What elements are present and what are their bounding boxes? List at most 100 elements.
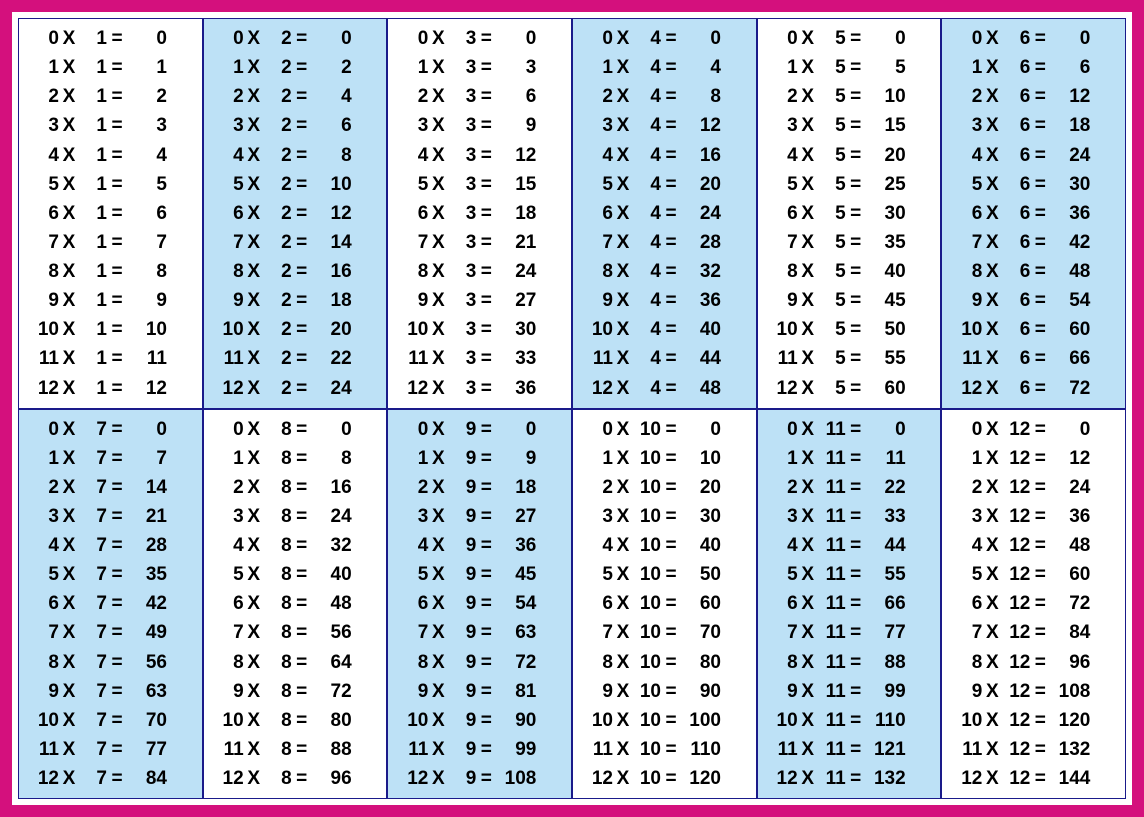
equals-symbol: =: [292, 116, 312, 135]
equals-symbol: =: [846, 204, 866, 223]
equals-symbol: =: [846, 711, 866, 730]
equals-symbol: =: [846, 536, 866, 555]
product: 40: [681, 320, 721, 339]
multiplier: 8: [264, 420, 292, 439]
product: 12: [1050, 449, 1090, 468]
multiplier: 3: [448, 291, 476, 310]
multiplicand: 4: [772, 146, 798, 165]
equals-symbol: =: [107, 320, 127, 339]
equals-symbol: =: [661, 291, 681, 310]
equation-row: 11X3=33: [402, 349, 563, 368]
equals-symbol: =: [846, 682, 866, 701]
product: 3: [496, 58, 536, 77]
equation-row: 10X7=70: [33, 711, 194, 730]
product: 84: [127, 769, 167, 788]
multiplier: 10: [633, 420, 661, 439]
product: 0: [866, 420, 906, 439]
product: 54: [1050, 291, 1090, 310]
multiplier: 9: [448, 478, 476, 497]
times-symbol: X: [244, 653, 264, 672]
multiplicand: 11: [956, 349, 982, 368]
multiplier: 9: [448, 711, 476, 730]
multiplier: 12: [1002, 536, 1030, 555]
equation-row: 2X5=10: [772, 87, 933, 106]
product: 6: [127, 204, 167, 223]
times-symbol: X: [798, 623, 818, 642]
multiplicand: 0: [772, 420, 798, 439]
multiplier: 8: [264, 653, 292, 672]
equation-row: 10X8=80: [218, 711, 379, 730]
times-symbol: X: [982, 507, 1002, 526]
multiplier: 10: [633, 478, 661, 497]
multiplicand: 12: [218, 379, 244, 398]
multiplier: 9: [448, 623, 476, 642]
times-symbol: X: [428, 653, 448, 672]
multiplier: 2: [264, 320, 292, 339]
multiplier: 12: [1002, 711, 1030, 730]
multiplicand: 0: [772, 29, 798, 48]
equation-row: 10X6=60: [956, 320, 1117, 339]
product: 45: [496, 565, 536, 584]
multiplier: 11: [818, 623, 846, 642]
product: 30: [681, 507, 721, 526]
multiplier: 2: [264, 291, 292, 310]
multiplier: 1: [79, 87, 107, 106]
product: 12: [496, 146, 536, 165]
times-symbol: X: [244, 58, 264, 77]
equals-symbol: =: [476, 565, 496, 584]
times-symbol: X: [59, 507, 79, 526]
equals-symbol: =: [107, 769, 127, 788]
multiplicand: 1: [218, 58, 244, 77]
equals-symbol: =: [476, 769, 496, 788]
multiplicand: 6: [33, 594, 59, 613]
product: 24: [312, 379, 352, 398]
multiplicand: 7: [587, 233, 613, 252]
equation-row: 11X7=77: [33, 740, 194, 759]
times-symbol: X: [613, 653, 633, 672]
times-symbol: X: [613, 320, 633, 339]
equation-row: 4X9=36: [402, 536, 563, 555]
equals-symbol: =: [292, 623, 312, 642]
product: 60: [866, 379, 906, 398]
times-symbol: X: [613, 87, 633, 106]
times-symbol: X: [613, 711, 633, 730]
times-symbol: X: [798, 594, 818, 613]
times-table-5: 0X5=01X5=52X5=103X5=154X5=205X5=256X5=30…: [757, 18, 942, 409]
multiplier: 7: [79, 653, 107, 672]
equation-row: 7X7=49: [33, 623, 194, 642]
equals-symbol: =: [1030, 204, 1050, 223]
times-symbol: X: [613, 682, 633, 701]
equation-row: 8X7=56: [33, 653, 194, 672]
multiplier: 7: [79, 740, 107, 759]
times-symbol: X: [982, 653, 1002, 672]
multiplicand: 3: [218, 507, 244, 526]
product: 9: [496, 449, 536, 468]
equation-row: 6X12=72: [956, 594, 1117, 613]
times-symbol: X: [613, 740, 633, 759]
multiplier: 6: [1002, 379, 1030, 398]
times-table-3: 0X3=01X3=32X3=63X3=94X3=125X3=156X3=187X…: [387, 18, 572, 409]
times-symbol: X: [982, 536, 1002, 555]
product: 8: [312, 449, 352, 468]
product: 3: [127, 116, 167, 135]
equals-symbol: =: [476, 740, 496, 759]
equals-symbol: =: [846, 594, 866, 613]
product: 18: [496, 204, 536, 223]
times-symbol: X: [59, 653, 79, 672]
multiplier: 6: [1002, 146, 1030, 165]
equation-row: 10X1=10: [33, 320, 194, 339]
multiplicand: 6: [587, 594, 613, 613]
times-symbol: X: [982, 379, 1002, 398]
product: 0: [496, 420, 536, 439]
product: 15: [866, 116, 906, 135]
product: 16: [681, 146, 721, 165]
multiplier: 11: [818, 507, 846, 526]
multiplicand: 0: [33, 29, 59, 48]
multiplier: 9: [448, 769, 476, 788]
equation-row: 7X1=7: [33, 233, 194, 252]
equation-row: 11X8=88: [218, 740, 379, 759]
multiplicand: 5: [33, 175, 59, 194]
equals-symbol: =: [846, 507, 866, 526]
equation-row: 8X1=8: [33, 262, 194, 281]
equals-symbol: =: [1030, 594, 1050, 613]
